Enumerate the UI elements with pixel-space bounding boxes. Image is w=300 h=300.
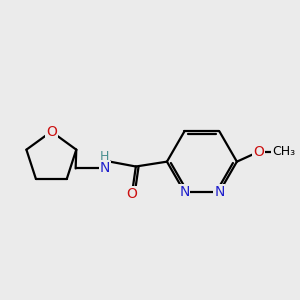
Text: N: N [214, 185, 225, 199]
Text: O: O [127, 187, 137, 201]
Text: N: N [179, 185, 190, 199]
Text: H: H [100, 150, 110, 163]
Text: N: N [100, 161, 110, 176]
Text: O: O [253, 145, 264, 159]
Text: CH₃: CH₃ [272, 146, 295, 158]
Text: O: O [46, 124, 57, 139]
